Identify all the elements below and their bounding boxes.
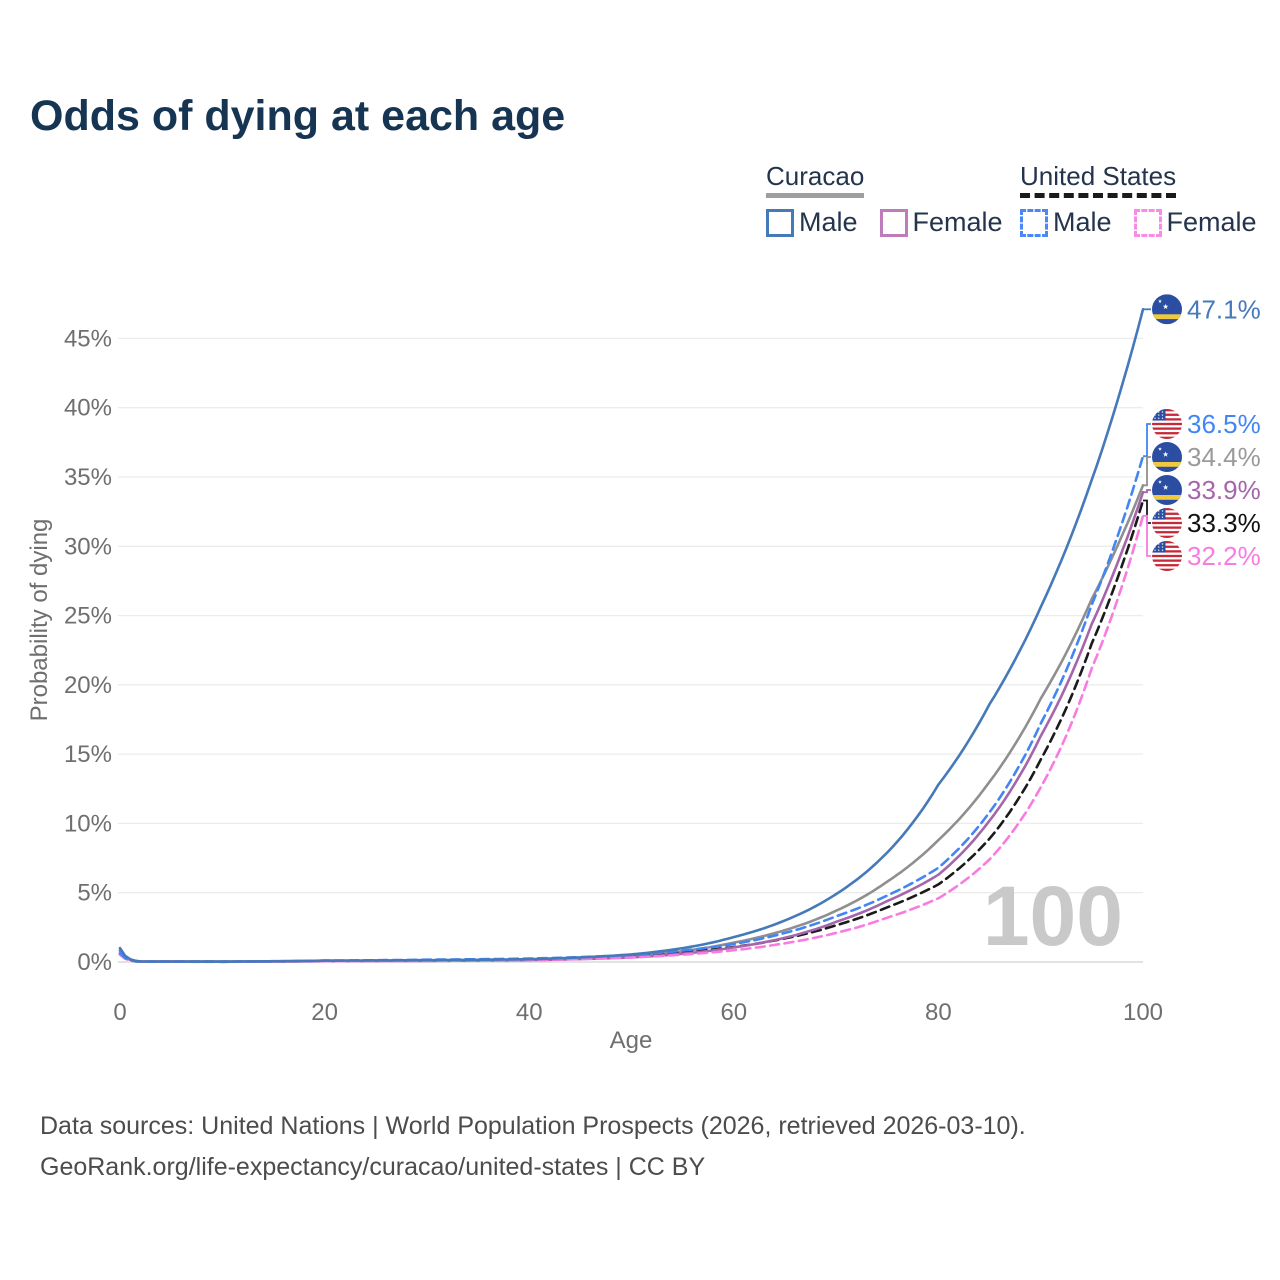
curacao-flag-icon <box>1152 294 1182 324</box>
legend-item-curacao-male[interactable]: Male <box>766 207 858 238</box>
legend-group-united-states: United States Male Female <box>1020 162 1279 238</box>
x-tick-label: 100 <box>1123 999 1163 1026</box>
us-male-swatch-icon <box>1020 208 1048 237</box>
y-tick-label: 15% <box>64 741 112 768</box>
curacao-flag-icon <box>1152 442 1182 472</box>
curacao-female-swatch-icon <box>879 208 908 237</box>
age-counter-watermark: 100 <box>983 869 1123 963</box>
end-value-label-cw-total: 34.4% <box>1187 442 1261 472</box>
end-value-label-cw-female: 33.9% <box>1187 475 1261 505</box>
end-value-label-us-total: 33.3% <box>1187 508 1261 538</box>
y-tick-label: 30% <box>64 533 112 560</box>
x-tick-label: 80 <box>925 999 952 1026</box>
y-axis-title: Probability of dying <box>26 519 53 722</box>
legend-item-us-female[interactable]: Female <box>1133 207 1257 238</box>
x-axis-title: Age <box>610 1027 653 1054</box>
attribution-footer: Data sources: United Nations | World Pop… <box>40 1106 1026 1188</box>
data-sources-line: Data sources: United Nations | World Pop… <box>40 1112 1026 1140</box>
x-tick-label: 20 <box>311 999 338 1026</box>
legend-label: Male <box>1053 207 1112 237</box>
x-axis-ticks: 0 20 40 60 80 100 <box>113 999 1163 1026</box>
us-flag-icon <box>1152 409 1182 439</box>
gridlines: 0% 5% 10% 15% 20% 25% 30% 35% 40% 45% <box>64 325 1143 976</box>
y-tick-label: 5% <box>77 880 112 907</box>
end-value-label-cw-male: 47.1% <box>1187 294 1261 324</box>
leader-us-male <box>1143 423 1151 458</box>
legend-row-curacao: Male Female <box>766 207 1025 238</box>
legend-row-united-states: Male Female <box>1020 207 1279 238</box>
leader-us-female <box>1143 514 1151 557</box>
leader-us-total <box>1143 499 1151 524</box>
y-tick-label: 45% <box>64 325 112 352</box>
line-cw-male[interactable] <box>118 308 1145 963</box>
legend-header-united-states: United States <box>1020 162 1177 198</box>
us-flag-icon <box>1152 508 1182 538</box>
legend-group-curacao: Curacao Male Female <box>766 162 1025 238</box>
legend-label: Female <box>912 207 1003 237</box>
x-tick-label: 40 <box>516 999 543 1026</box>
y-tick-label: 25% <box>64 603 112 630</box>
line-us-female[interactable] <box>118 514 1145 964</box>
legend-item-curacao-female[interactable]: Female <box>879 207 1003 238</box>
curacao-flag-icon <box>1152 475 1182 505</box>
georank-url-line: GeoRank.org/life-expectancy/curacao/unit… <box>40 1153 706 1181</box>
series-lines <box>118 308 1145 964</box>
end-value-label-us-male: 36.5% <box>1187 409 1261 439</box>
legend-item-us-male[interactable]: Male <box>1020 207 1112 238</box>
series-end-labels: 47.1% 36.5%34.4%33.9%33.3%32.2% <box>1143 294 1261 571</box>
y-tick-label: 20% <box>64 672 112 699</box>
x-tick-label: 0 <box>113 999 126 1026</box>
us-female-swatch-icon <box>1133 208 1162 237</box>
legend-label: Female <box>1166 207 1257 237</box>
curacao-male-swatch-icon <box>766 208 794 237</box>
leader-cw-female <box>1143 489 1151 494</box>
legend-header-curacao: Curacao <box>766 162 865 198</box>
y-tick-label: 40% <box>64 395 112 422</box>
page-title: Odds of dying at each age <box>30 92 566 140</box>
legend-label: Male <box>799 207 858 237</box>
us-flag-icon <box>1152 541 1182 571</box>
leader-cw-total <box>1143 456 1151 487</box>
y-tick-label: 10% <box>64 810 112 837</box>
y-tick-label: 35% <box>64 464 112 491</box>
x-tick-label: 60 <box>720 999 747 1026</box>
y-tick-label: 0% <box>77 949 112 976</box>
end-value-label-us-female: 32.2% <box>1187 541 1261 571</box>
